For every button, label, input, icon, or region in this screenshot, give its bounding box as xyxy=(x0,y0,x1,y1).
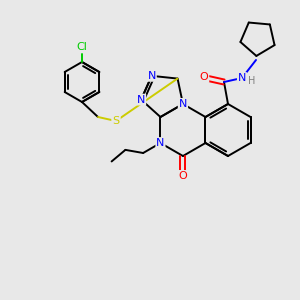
Text: H: H xyxy=(248,76,256,86)
Text: Cl: Cl xyxy=(76,42,87,52)
Text: N: N xyxy=(137,94,145,105)
Text: S: S xyxy=(112,116,120,126)
Text: O: O xyxy=(178,171,187,181)
Text: N: N xyxy=(179,99,187,109)
Text: N: N xyxy=(148,71,156,81)
Text: N: N xyxy=(156,138,165,148)
Text: S: S xyxy=(112,116,120,126)
Text: N: N xyxy=(179,99,187,109)
Text: O: O xyxy=(200,72,208,82)
Text: N: N xyxy=(238,73,246,83)
Text: O: O xyxy=(178,171,187,181)
